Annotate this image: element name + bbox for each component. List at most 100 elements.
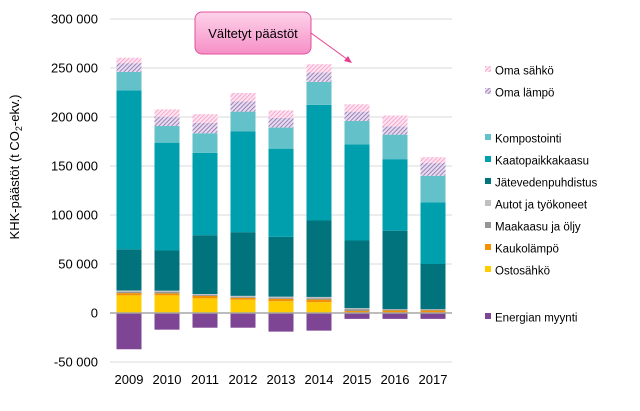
bar-segment-oma-lämpö-2013 <box>268 117 294 128</box>
bar-segment-energian-myynti-2012 <box>230 313 256 328</box>
bar-segment-energian-myynti-2016 <box>382 313 408 319</box>
x-tick-label: 2010 <box>153 372 182 387</box>
bar-segment-maakaasu-ja-öljy-2009 <box>116 291 142 294</box>
legend-swatch <box>485 88 491 94</box>
bar-segment-energian-myynti-2011 <box>192 313 218 328</box>
bar-segment-autot-ja-työkoneet-2013 <box>268 296 294 298</box>
legend-label: Oma sähkö <box>495 66 554 78</box>
bar-segment-maakaasu-ja-öljy-2010 <box>154 291 180 294</box>
bar-segment-kompostointi-2016 <box>382 134 408 160</box>
legend-swatch <box>485 200 491 206</box>
bar-segment-oma-sähkö-2016 <box>382 115 408 127</box>
bar-segment-kaukolämpö-2015 <box>344 311 370 313</box>
legend-swatch <box>485 222 491 228</box>
bar-segment-maakaasu-ja-öljy-2017 <box>420 309 446 311</box>
bar-segment-energian-myynti-2014 <box>306 313 332 331</box>
bar-segment-kaukolämpö-2013 <box>268 298 294 302</box>
bar-segment-jätevedenpuhdistus-2011 <box>192 235 218 294</box>
x-axis-ticks: 2009 2010 2011 2012 2013 2014 2015 2016 2017 <box>115 372 448 387</box>
bar-segment-ostosähkö-2009 <box>116 295 142 313</box>
x-tick-label: 2014 <box>305 372 334 387</box>
legend-label: Kaatopaikkakaasu <box>495 156 589 168</box>
legend-label: Maakaasu ja öljy <box>495 222 581 234</box>
bar-segment-autot-ja-työkoneet-2012 <box>230 295 256 297</box>
legend-swatch <box>485 266 491 272</box>
y-axis-label: KHK-päästöt (t CO2-ekv.) <box>7 95 24 240</box>
bar-segment-kaatopaikkakaasu-2012 <box>230 131 256 233</box>
y-tick-label: 50 000 <box>58 257 98 272</box>
bar-segment-oma-sähkö-2017 <box>420 157 446 164</box>
bar-segment-oma-lämpö-2016 <box>382 126 408 135</box>
y-tick-label: -50 000 <box>54 355 98 370</box>
legend-item: Autot ja työkoneet <box>485 200 588 212</box>
x-tick-label: 2011 <box>191 372 219 387</box>
legend-label: Oma lämpö <box>495 88 554 100</box>
legend-item: Kompostointi <box>485 134 561 146</box>
legend-swatch <box>485 244 491 250</box>
callout-text: Vältetyt päästöt <box>208 26 298 41</box>
legend: Oma sähkö Oma lämpö Kompostointi Kaatopaikk… <box>485 66 598 325</box>
legend-item: Energian myynti <box>485 313 577 325</box>
bar-segment-jätevedenpuhdistus-2010 <box>154 250 180 291</box>
bar-segment-jätevedenpuhdistus-2012 <box>230 232 256 296</box>
bar-segment-kaatopaikkakaasu-2014 <box>306 104 332 221</box>
legend-item: Jätevedenpuhdistus <box>485 178 598 190</box>
legend-swatch <box>485 313 491 319</box>
bar-segment-oma-lämpö-2011 <box>192 122 218 134</box>
bar-segment-kompostointi-2011 <box>192 133 218 153</box>
bar-segment-jätevedenpuhdistus-2009 <box>116 249 142 291</box>
bar-segment-oma-sähkö-2014 <box>306 64 332 73</box>
legend-label: Kaukolämpö <box>495 244 559 256</box>
bar-segment-kaatopaikkakaasu-2011 <box>192 152 218 236</box>
bar-segment-maakaasu-ja-öljy-2015 <box>344 309 370 312</box>
bar-segment-kompostointi-2012 <box>230 111 256 132</box>
bar-segment-autot-ja-työkoneet-2011 <box>192 293 218 295</box>
bar-segment-kaukolämpö-2017 <box>420 310 446 313</box>
bar-segment-ostosähkö-2010 <box>154 295 180 313</box>
bar-segment-autot-ja-työkoneet-2009 <box>116 290 142 292</box>
y-tick-label: 150 000 <box>51 159 98 174</box>
bar-segment-jätevedenpuhdistus-2017 <box>420 264 446 310</box>
y-tick-label: 250 000 <box>51 61 98 76</box>
callout-arrow <box>310 32 352 63</box>
y-tick-label: 200 000 <box>51 110 98 125</box>
bar-segment-oma-sähkö-2009 <box>116 57 142 64</box>
arrowhead-icon <box>344 56 352 63</box>
bars <box>116 57 446 350</box>
y-tick-label: 300 000 <box>51 12 98 27</box>
bar-segment-kompostointi-2010 <box>154 126 180 143</box>
legend-item: Kaatopaikkakaasu <box>485 156 589 168</box>
bar-segment-oma-lämpö-2017 <box>420 163 446 176</box>
legend-item: Oma sähkö <box>485 66 554 78</box>
bar-segment-energian-myynti-2009 <box>116 313 142 350</box>
bar-segment-jätevedenpuhdistus-2014 <box>306 220 332 297</box>
bar-segment-oma-sähkö-2013 <box>268 110 294 118</box>
legend-label: Ostosähkö <box>495 266 550 278</box>
bar-segment-autot-ja-työkoneet-2015 <box>344 308 370 310</box>
legend-label: Energian myynti <box>495 313 577 325</box>
bar-segment-autot-ja-työkoneet-2010 <box>154 290 180 292</box>
bar-segment-oma-lämpö-2014 <box>306 72 332 82</box>
bar-segment-kaukolämpö-2011 <box>192 295 218 299</box>
bar-segment-ostosähkö-2014 <box>306 302 332 313</box>
bar-segment-kaukolämpö-2012 <box>230 297 256 300</box>
legend-swatch <box>485 156 491 162</box>
legend-label: Jätevedenpuhdistus <box>495 178 598 190</box>
x-tick-label: 2017 <box>419 372 448 387</box>
callout-avoided-emissions: Vältetyt päästöt <box>194 11 352 63</box>
bar-segment-jätevedenpuhdistus-2013 <box>268 236 294 297</box>
bar-segment-maakaasu-ja-öljy-2011 <box>192 294 218 296</box>
bar-segment-kompostointi-2013 <box>268 127 294 149</box>
x-tick-label: 2012 <box>229 372 258 387</box>
bar-segment-kaukolämpö-2010 <box>154 293 180 296</box>
bar-segment-jätevedenpuhdistus-2015 <box>344 240 370 309</box>
bar-segment-kaatopaikkakaasu-2017 <box>420 202 446 264</box>
bar-segment-kaukolämpö-2009 <box>116 293 142 296</box>
bar-segment-maakaasu-ja-öljy-2013 <box>268 297 294 299</box>
y-tick-label: 100 000 <box>51 208 98 223</box>
y-axis-ticks: -50 000 0 50 000 100 000 150 000 200 000 250 0… <box>51 12 98 370</box>
bar-segment-kaatopaikkakaasu-2009 <box>116 90 142 250</box>
bar-segment-oma-sähkö-2015 <box>344 104 370 112</box>
bar-segment-kompostointi-2014 <box>306 81 332 105</box>
